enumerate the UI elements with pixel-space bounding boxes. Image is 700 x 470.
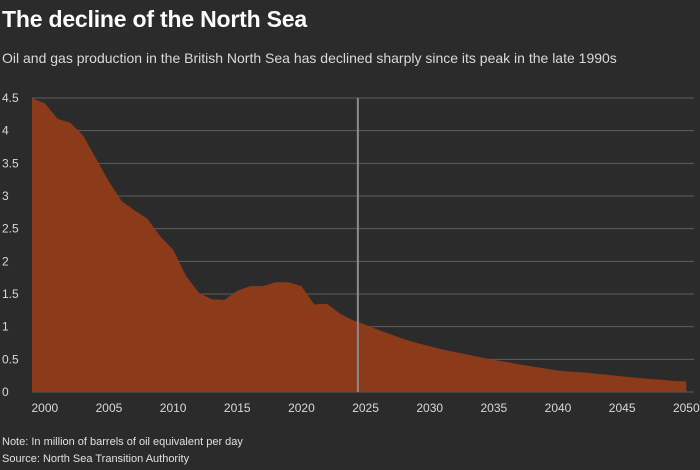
y-tick-label: 0: [2, 385, 9, 399]
production-area: [32, 98, 687, 392]
y-tick-label: 0.5: [2, 352, 19, 366]
chart-note: Note: In million of barrels of oil equiv…: [2, 436, 243, 448]
x-tick-label: 2015: [224, 401, 251, 415]
y-tick-label: 3.5: [2, 156, 19, 170]
x-tick-label: 2030: [416, 401, 443, 415]
x-tick-label: 2005: [96, 401, 123, 415]
x-tick-label: 2020: [288, 401, 315, 415]
x-tick-label: 2040: [545, 401, 572, 415]
x-tick-label: 2025: [352, 401, 379, 415]
y-tick-label: 3: [2, 189, 9, 203]
y-tick-label: 4.5: [2, 91, 19, 105]
chart-title: The decline of the North Sea: [2, 6, 307, 32]
x-tick-label: 2000: [31, 401, 58, 415]
y-tick-label: 2: [2, 254, 9, 268]
x-tick-label: 2045: [609, 401, 636, 415]
x-tick-label: 2010: [160, 401, 187, 415]
y-tick-label: 1: [2, 320, 9, 334]
chart-subtitle: Oil and gas production in the British No…: [2, 50, 617, 66]
chart-source: Source: North Sea Transition Authority: [2, 453, 190, 465]
y-tick-label: 2.5: [2, 222, 19, 236]
y-tick-label: 1.5: [2, 287, 19, 301]
y-tick-label: 4: [2, 124, 9, 138]
area-chart: 0 0.5 1 1.5 2 2.5 3 3.5 4 4.5 2000 2005 2010 2015 2020…: [2, 91, 700, 415]
x-tick-label: 2035: [481, 401, 508, 415]
x-tick-label: 2050: [673, 401, 700, 415]
